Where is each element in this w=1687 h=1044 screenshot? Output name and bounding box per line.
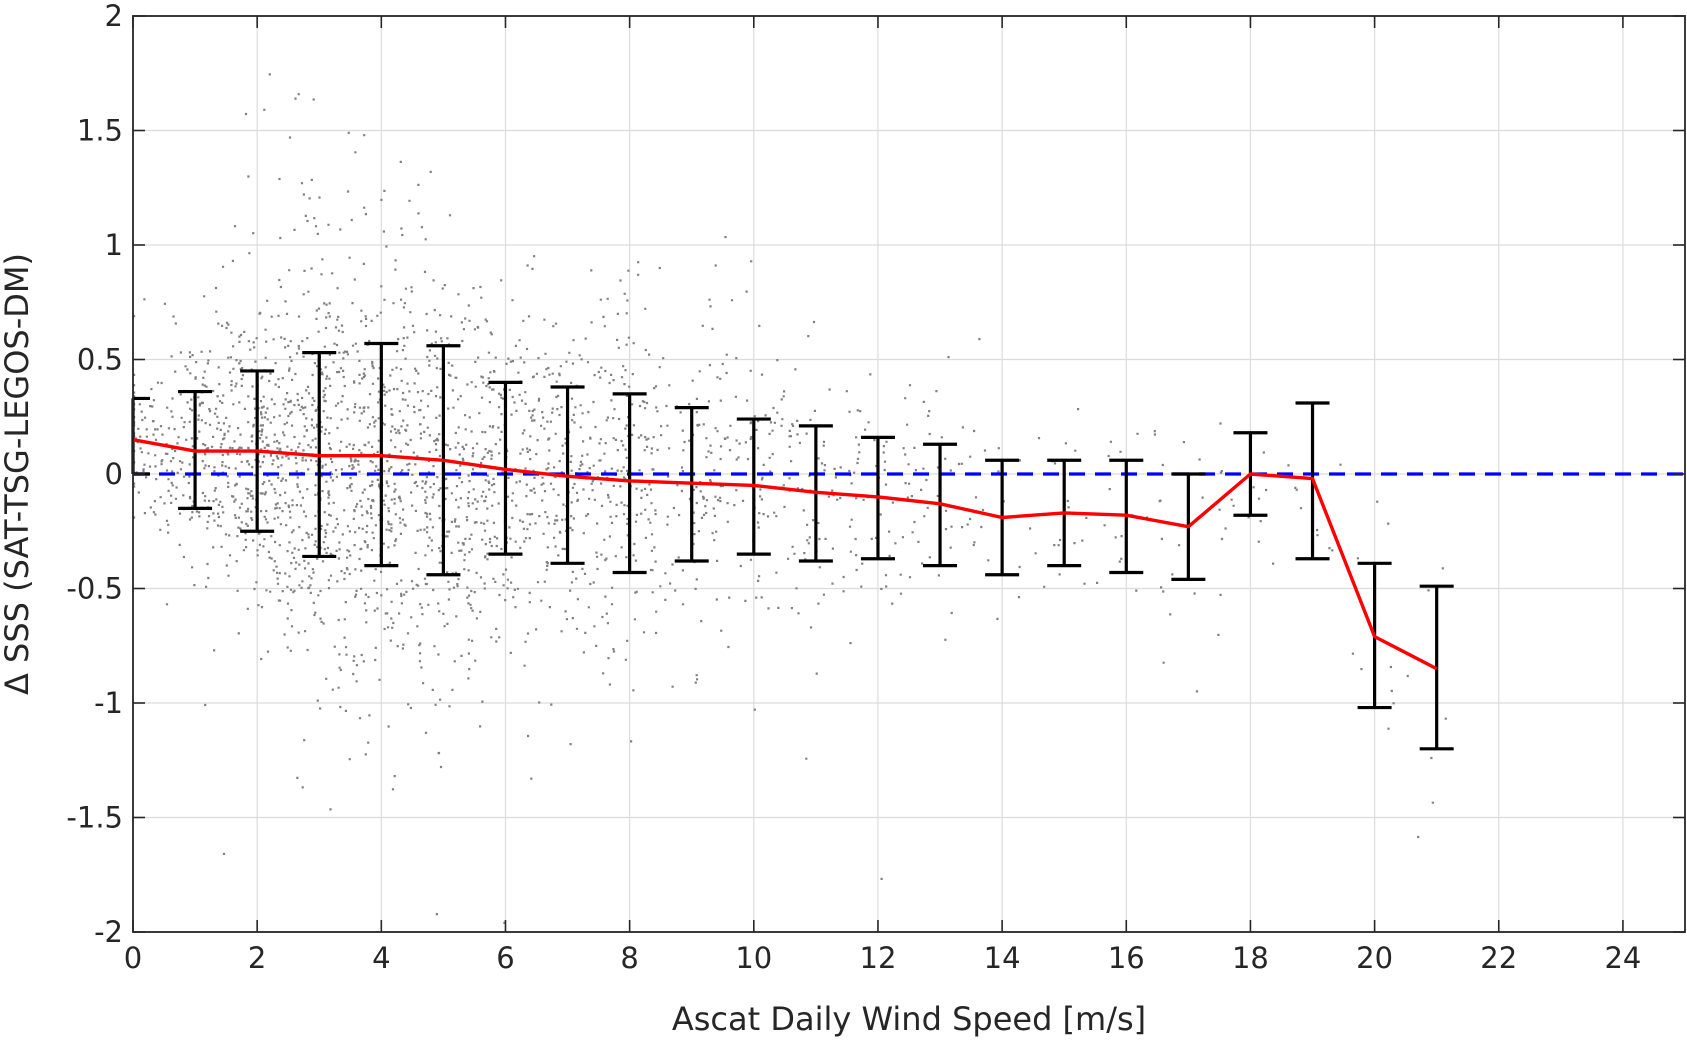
y-tick-labels: -2 -1.5 -1 -0.5 0 0.5 1 1.5 2 — [66, 0, 123, 949]
x-tick-label: 4 — [372, 941, 390, 975]
y-tick-label: -1 — [94, 686, 123, 720]
error-bars — [131, 341, 1454, 751]
x-tick-label: 6 — [496, 941, 514, 975]
y-tick-label: 2 — [105, 0, 123, 33]
y-tick-label: -2 — [94, 915, 123, 949]
y-tick-label: 1 — [105, 228, 123, 262]
x-tick-label: 8 — [620, 941, 638, 975]
y-tick-label: -0.5 — [66, 572, 123, 606]
x-tick-label: 20 — [1356, 941, 1393, 975]
x-tick-labels: 0 2 4 6 8 10 12 14 16 18 20 22 24 — [124, 941, 1642, 975]
x-tick-label: 12 — [860, 941, 897, 975]
y-tick-label: 0.5 — [77, 343, 123, 377]
mean-line — [132, 438, 1438, 671]
x-tick-label: 24 — [1604, 941, 1641, 975]
x-tick-label: 18 — [1232, 941, 1269, 975]
x-tick-label: 22 — [1480, 941, 1517, 975]
x-tick-label: 2 — [248, 941, 266, 975]
y-tick-label: 1.5 — [77, 114, 123, 148]
x-tick-label: 10 — [735, 941, 772, 975]
x-tick-label: 0 — [124, 941, 142, 975]
y-tick-label: 0 — [105, 457, 123, 491]
error-bar — [612, 392, 647, 575]
x-tick-label: 16 — [1108, 941, 1145, 975]
x-axis-label: Ascat Daily Wind Speed [m/s] — [672, 1000, 1146, 1038]
axes-frame — [132, 15, 1686, 933]
y-tick-label: -1.5 — [66, 801, 123, 835]
y-axis-label: Δ SSS (SAT-TSG-LEGOS-DM) — [0, 253, 36, 695]
x-tick-label: 14 — [984, 941, 1021, 975]
mean-line-group — [132, 438, 1438, 671]
